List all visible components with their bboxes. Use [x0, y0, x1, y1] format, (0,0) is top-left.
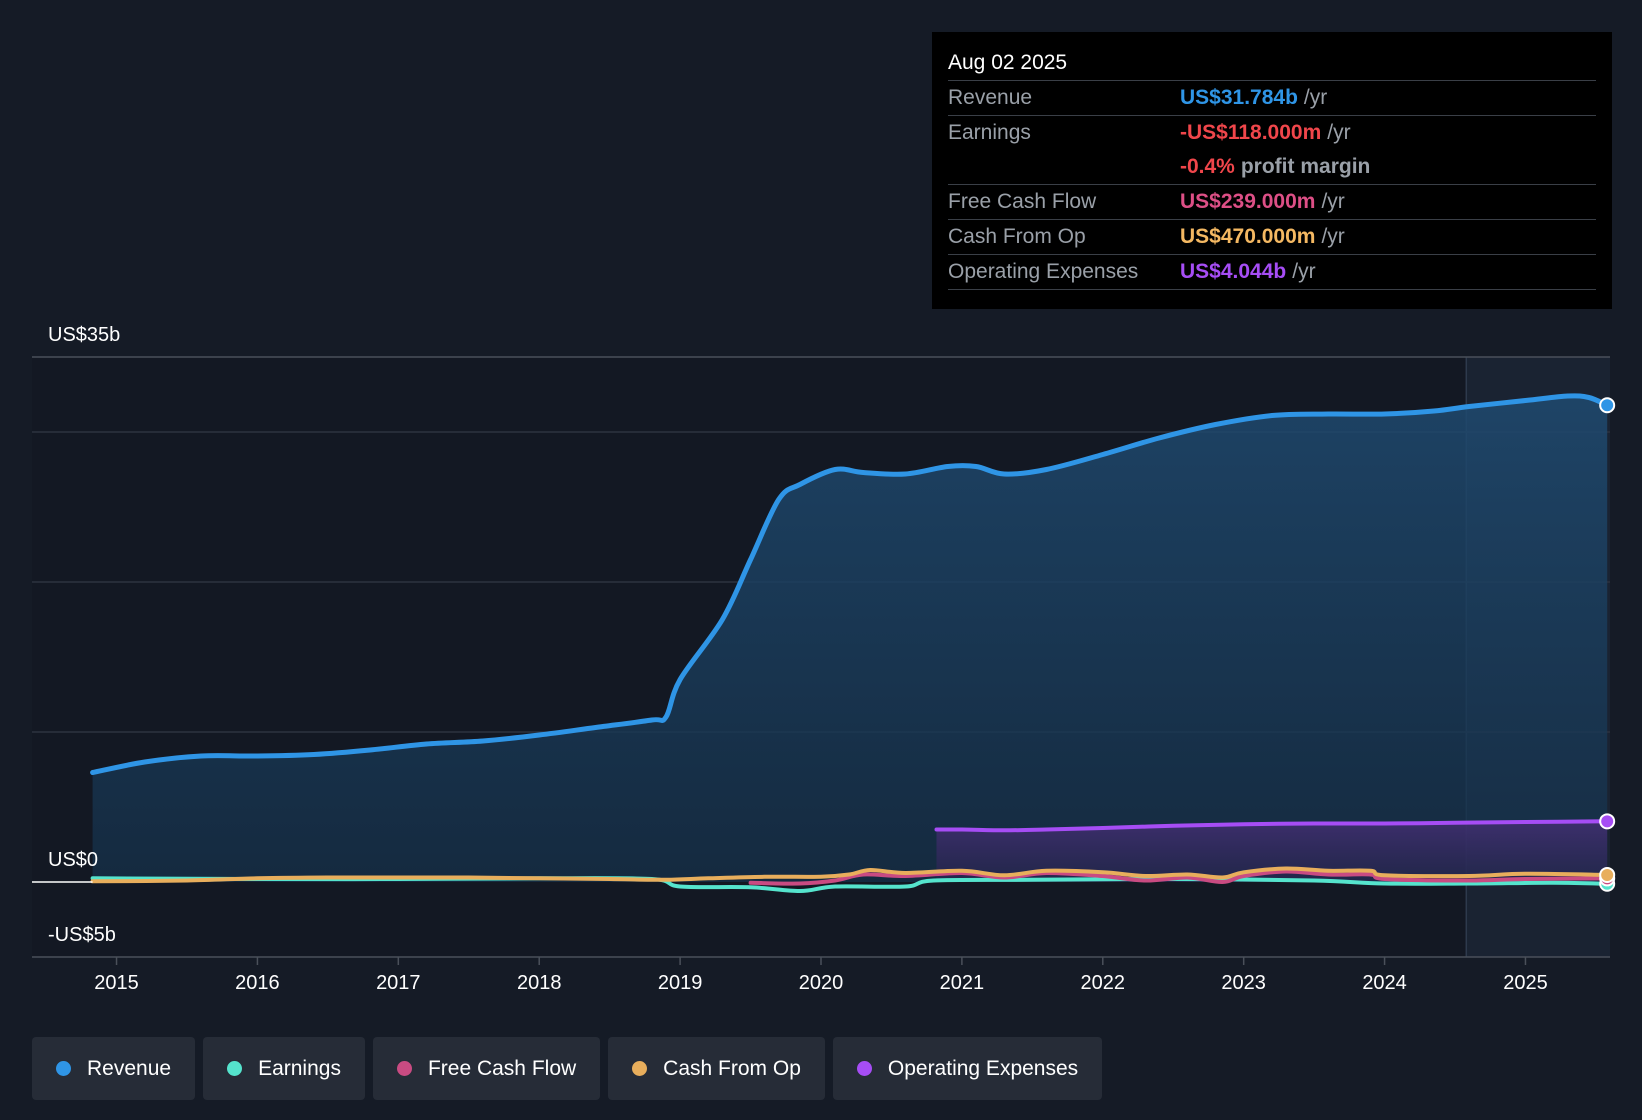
revenue-area: [92, 395, 1608, 882]
x-tick-label: 2024: [1362, 972, 1407, 994]
revenue-endpoint: [1599, 397, 1616, 414]
operating-expenses-endpoint: [1599, 813, 1616, 830]
tooltip-value: US$31.784b: [1180, 86, 1298, 109]
operating-expenses-area: [936, 821, 1608, 882]
tooltip-unit: /yr: [1292, 260, 1316, 283]
y-tick-label: US$35b: [48, 324, 120, 346]
cash-from-op-dot-icon: [632, 1061, 648, 1076]
earnings-dot-icon: [227, 1061, 243, 1076]
free-cash-flow-dot-icon: [396, 1061, 412, 1076]
legend: Revenue Earnings Free Cash Flow Cash Fro…: [32, 1037, 1110, 1100]
legend-label: Revenue: [87, 1056, 172, 1080]
legend-item-cash-from-op[interactable]: Cash From Op: [608, 1037, 825, 1100]
y-axis-labels: US$35b US$0 -US$5b: [48, 324, 120, 946]
legend-label: Free Cash Flow: [427, 1056, 577, 1080]
x-tick-label: 2022: [1081, 972, 1126, 994]
tooltip-label: Operating Expenses: [948, 260, 1139, 283]
series-lines: [90, 393, 1610, 894]
y-tick-label: -US$5b: [48, 924, 116, 946]
operating-expenses-line: [934, 819, 1610, 833]
tooltip-label: Free Cash Flow: [948, 190, 1097, 213]
x-tick-label: 2019: [658, 972, 703, 994]
tooltip-unit: /yr: [1327, 121, 1351, 144]
series-areas: [92, 395, 1608, 882]
legend-item-free-cash-flow[interactable]: Free Cash Flow: [372, 1037, 601, 1100]
tooltip-value: US$4.044b: [1180, 260, 1287, 283]
tooltip-label: [948, 150, 1180, 184]
tooltip-row-cash-from-op: Cash From Op US$470.000m /yr: [948, 219, 1596, 254]
tooltip-unit: /yr: [1321, 225, 1345, 248]
x-tick-label: 2018: [517, 972, 562, 994]
tooltip-row-earnings: Earnings -US$118.000m /yr: [948, 115, 1596, 150]
tooltip-row-operating-expenses: Operating Expenses US$4.044b /yr: [948, 254, 1596, 290]
x-tick-label: 2021: [940, 972, 985, 994]
legend-item-operating-expenses[interactable]: Operating Expenses: [832, 1037, 1103, 1100]
x-tick-label: 2017: [376, 972, 421, 994]
x-tick-label: 2015: [94, 972, 139, 994]
tooltip-value: US$470.000m: [1180, 225, 1316, 248]
x-tick-label: 2020: [799, 972, 844, 994]
legend-label: Earnings: [258, 1056, 341, 1080]
x-axis-labels: 2015 2016 2017 2018 2019 2020 2021 2022 2023 2024…: [94, 957, 1548, 994]
legend-label: Cash From Op: [663, 1056, 801, 1080]
series-endpoints: [1599, 397, 1616, 892]
revenue-dot-icon: [56, 1061, 71, 1076]
x-tick-label: 2025: [1503, 972, 1548, 994]
tooltip-row-profit-margin: -0.4% profit margin: [948, 150, 1596, 184]
tooltip-row-revenue: Revenue US$31.784b /yr: [948, 80, 1596, 115]
tooltip-date: Aug 02 2025: [948, 51, 1068, 74]
legend-item-earnings[interactable]: Earnings: [203, 1037, 365, 1100]
legend-item-revenue[interactable]: Revenue: [32, 1037, 196, 1100]
legend-label: Operating Expenses: [887, 1056, 1079, 1080]
tooltip-label: Revenue: [948, 86, 1033, 109]
cash-from-op-endpoint: [1599, 866, 1616, 883]
free-cash-flow-line: [748, 869, 1610, 886]
x-tick-label: 2016: [235, 972, 280, 994]
tooltip-panel: Aug 02 2025 Revenue US$31.784b /yr Earni…: [932, 32, 1612, 309]
tooltip-value: -US$118.000m: [1180, 121, 1322, 144]
tooltip-label: Cash From Op: [948, 225, 1086, 248]
y-tick-label: US$0: [48, 849, 98, 871]
tooltip-unit: /yr: [1303, 86, 1328, 109]
tooltip-row-free-cash-flow: Free Cash Flow US$239.000m /yr: [948, 184, 1596, 219]
tooltip-unit: profit margin: [1240, 155, 1371, 178]
tooltip-label: Earnings: [948, 121, 1031, 144]
tooltip-value: -0.4%: [1180, 155, 1235, 178]
tooltip-value: US$239.000m: [1180, 190, 1316, 213]
cash-from-op-line: [90, 866, 1610, 884]
operating-expenses-dot-icon: [856, 1061, 872, 1076]
revenue-line: [90, 393, 1610, 775]
tooltip-unit: /yr: [1321, 190, 1345, 213]
x-tick-label: 2023: [1221, 972, 1266, 994]
